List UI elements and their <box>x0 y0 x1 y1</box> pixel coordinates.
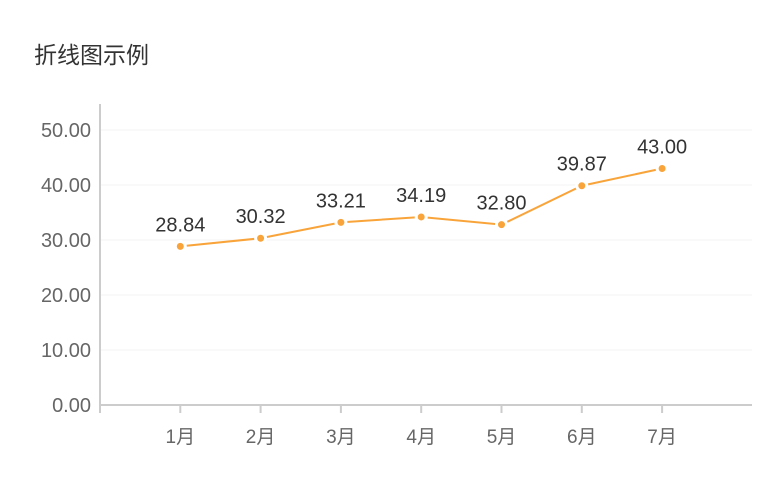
data-label: 34.19 <box>396 185 446 207</box>
x-tick-label: 7月 <box>647 427 677 448</box>
y-tick-label: 30.00 <box>41 230 91 252</box>
data-label: 33.21 <box>316 190 366 212</box>
y-tick-label: 0.00 <box>52 395 91 417</box>
x-tick-label: 2月 <box>246 427 276 448</box>
data-point <box>254 231 268 245</box>
y-tick-label: 50.00 <box>41 120 91 142</box>
data-point <box>173 239 187 253</box>
x-tick-label: 3月 <box>326 427 356 448</box>
y-tick-label: 10.00 <box>41 340 91 362</box>
x-tick-label: 5月 <box>487 427 517 448</box>
x-tick-label: 1月 <box>166 427 196 448</box>
data-label: 43.00 <box>637 137 687 159</box>
data-label: 39.87 <box>557 154 607 176</box>
data-point <box>414 210 428 224</box>
y-tick-label: 40.00 <box>41 175 91 197</box>
x-tick-label: 6月 <box>567 427 597 448</box>
data-label: 30.32 <box>236 206 286 228</box>
x-tick-label: 4月 <box>406 427 436 448</box>
y-tick-label: 20.00 <box>41 285 91 307</box>
data-point <box>495 218 508 232</box>
data-label: 32.80 <box>476 193 526 215</box>
data-point <box>334 215 348 229</box>
data-point <box>575 179 589 193</box>
chart-title: 折线图示例 <box>34 42 149 68</box>
data-point <box>655 162 669 175</box>
data-label: 28.84 <box>155 214 205 236</box>
